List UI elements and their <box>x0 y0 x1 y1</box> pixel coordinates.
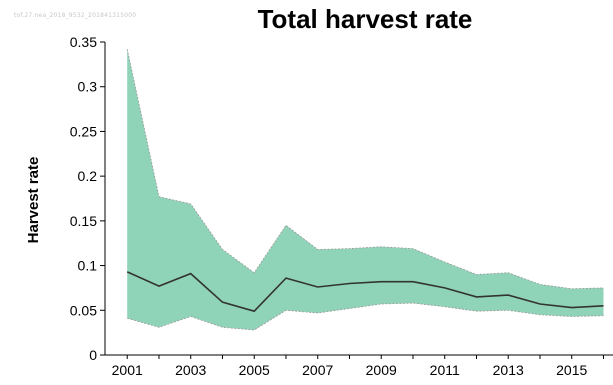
y-tick-label: 0.1 <box>78 258 98 274</box>
uncertainty-band <box>127 49 604 330</box>
median-line <box>126 271 604 313</box>
x-tick-label: 2011 <box>430 362 460 378</box>
x-tick-label: 2007 <box>302 362 333 378</box>
band-lower-edge <box>127 302 604 331</box>
y-tick-label: 0.05 <box>70 302 97 318</box>
x-tick-label: 2013 <box>493 362 524 378</box>
x-tick-label: 2005 <box>239 362 270 378</box>
x-tick-label: 2009 <box>366 362 397 378</box>
y-tick-label: 0.25 <box>70 123 97 139</box>
y-tick-label: 0 <box>89 347 97 363</box>
x-tick-label: 2003 <box>175 362 206 378</box>
y-tick-label: 0.2 <box>78 168 98 184</box>
x-tick-label: 2015 <box>556 362 587 378</box>
x-tick-label: 2001 <box>112 362 143 378</box>
y-tick-label: 0.35 <box>70 34 97 50</box>
y-tick-label: 0.15 <box>70 213 97 229</box>
chart-title: Total harvest rate <box>257 4 473 34</box>
y-axis-label: Harvest rate <box>25 157 42 244</box>
band-upper-edge <box>126 49 604 290</box>
y-tick-label: 0.3 <box>78 79 98 95</box>
watermark-text: tof.27.nea_2018_9532_201841315000 <box>14 12 137 19</box>
